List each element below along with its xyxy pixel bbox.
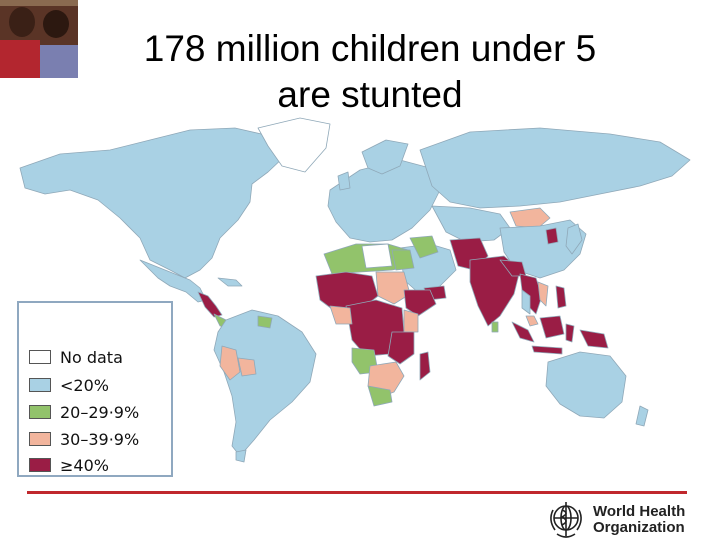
region-east-africa xyxy=(387,331,415,365)
legend-item-40-plus: ≥40% xyxy=(29,455,109,475)
region-tierra-del-fuego xyxy=(235,449,247,463)
region-greenland xyxy=(257,117,331,173)
legend-swatch-30-39 xyxy=(29,432,51,446)
region-south-africa xyxy=(367,385,393,407)
legend-item-no-data: No data xyxy=(29,347,123,367)
world-stunting-map xyxy=(19,117,691,463)
children-photo xyxy=(0,0,78,78)
legend-label: No data xyxy=(60,347,123,367)
region-sulawesi xyxy=(565,323,575,343)
region-papua xyxy=(579,329,609,349)
region-kenya xyxy=(403,309,419,333)
legend-swatch-40-plus xyxy=(29,458,51,472)
legend-item-under-20: <20% xyxy=(29,375,109,395)
region-uk xyxy=(337,171,351,191)
region-scandinavia xyxy=(361,139,409,175)
region-java xyxy=(531,345,563,355)
region-australia xyxy=(545,351,627,419)
map-legend: No data <20% 20–29·9% 30–39·9% ≥40% xyxy=(17,301,173,477)
slide-title: 178 million children under 5 are stunted xyxy=(90,26,650,118)
footer-rule xyxy=(27,491,687,494)
who-emblem-icon xyxy=(550,502,582,538)
region-madagascar xyxy=(419,351,431,381)
who-name-line-1: World Health xyxy=(593,503,686,520)
region-guyana xyxy=(257,315,273,329)
region-sri-lanka xyxy=(491,321,499,333)
region-philippines xyxy=(555,285,567,309)
region-iraq-syria xyxy=(409,235,439,259)
region-libya-egypt xyxy=(361,243,393,269)
region-japan xyxy=(565,223,583,255)
region-caribbean xyxy=(217,277,243,287)
region-north-america xyxy=(19,127,286,279)
region-mongolia xyxy=(509,207,551,229)
title-line-2: are stunted xyxy=(277,74,463,115)
region-egypt xyxy=(391,249,415,271)
legend-label: 30–39·9% xyxy=(60,429,140,449)
title-line-1: 178 million children under 5 xyxy=(143,28,597,69)
legend-item-30-39: 30–39·9% xyxy=(29,429,139,449)
region-sumatra xyxy=(511,321,535,343)
region-new-zealand xyxy=(635,405,649,427)
region-south-america xyxy=(213,309,317,457)
who-logo: World Health Organization xyxy=(545,500,715,540)
region-horn xyxy=(403,289,437,317)
region-malaysia xyxy=(525,315,539,327)
legend-label: <20% xyxy=(60,375,109,395)
region-bolivia xyxy=(237,357,257,377)
region-andes xyxy=(219,345,241,381)
legend-swatch-20-29 xyxy=(29,405,51,419)
legend-swatch-under-20 xyxy=(29,378,51,392)
region-russia xyxy=(419,127,691,209)
region-borneo xyxy=(539,315,565,339)
region-gulf-guinea xyxy=(329,305,353,325)
region-central-asia xyxy=(431,205,511,243)
legend-label: 20–29·9% xyxy=(60,402,140,422)
legend-label: ≥40% xyxy=(60,455,109,475)
legend-swatch-no-data xyxy=(29,350,51,364)
region-central-america xyxy=(197,291,223,318)
who-name-line-2: Organization xyxy=(593,519,685,536)
region-sudan xyxy=(375,271,411,305)
region-thailand xyxy=(521,289,531,315)
region-vietnam xyxy=(537,281,549,307)
region-north-korea xyxy=(545,227,559,245)
who-wordmark: World Health Organization xyxy=(593,504,685,536)
legend-item-20-29: 20–29·9% xyxy=(29,402,139,422)
